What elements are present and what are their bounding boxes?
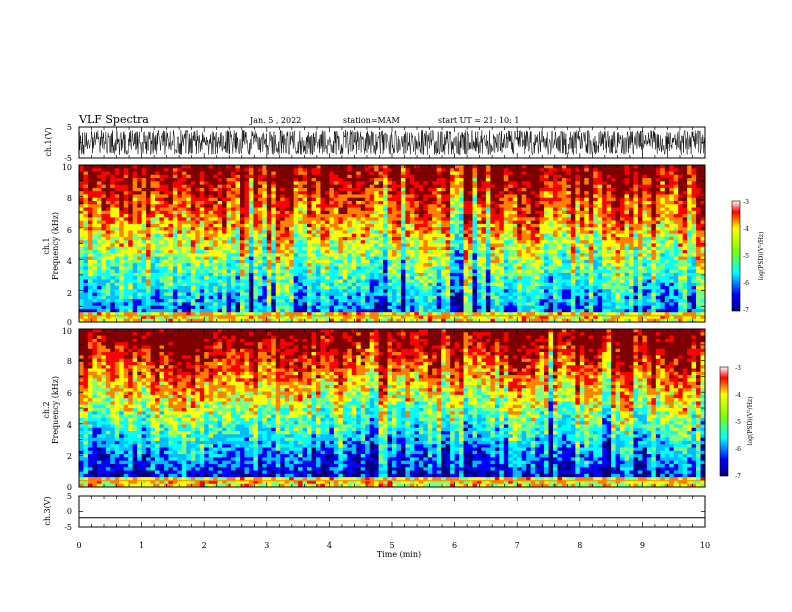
ch1-waveform-trace — [78, 129, 706, 156]
ch1-waveform-ylabel: ch.1(V) — [44, 127, 53, 156]
ch1-ytick-label: 10 — [62, 163, 72, 172]
ch1-waveform-ticks — [78, 126, 706, 159]
ch2-ytick-label: 2 — [67, 452, 72, 461]
colorbar-tick-label: -3 — [743, 199, 749, 206]
x-axis-tick-labels: 0 1 2 3 4 5 6 7 8 9 10 — [76, 541, 710, 550]
ch1-ytick-label: 6 — [67, 226, 72, 235]
x-axis-tick-label: 4 — [327, 541, 332, 550]
ch2-spectrogram-panel: 0 2 4 6 8 10 ch.2 Frequency (kHz) — [42, 327, 706, 492]
ch3-ytick-label: 5 — [67, 492, 72, 501]
x-axis-tick-label: 7 — [515, 541, 520, 550]
ch2-ytick-label: 6 — [67, 389, 72, 398]
x-axis-tick-label: 9 — [640, 541, 645, 550]
x-axis-label: Time (min) — [377, 550, 421, 559]
ch2-spectrogram-ticks — [78, 328, 706, 488]
ch2-colorbar: -3 -4 -5 -6 -7 log(PSD)(V²/Hz) — [719, 365, 754, 480]
colorbar-tick-label: -7 — [735, 473, 741, 480]
ch1-ytick-label: 4 — [67, 257, 72, 266]
ch1-waveform-line — [78, 129, 706, 156]
colorbar-tick-label: -4 — [743, 226, 749, 233]
x-axis-tick-label: 5 — [389, 541, 394, 550]
ch3-ytick-label: 0 — [67, 507, 72, 516]
colorbar-tick-label: -5 — [735, 419, 741, 426]
colorbar-tick-label: -7 — [743, 307, 749, 314]
x-axis-tick-label: 2 — [202, 541, 207, 550]
colorbar-tick-label: -5 — [743, 253, 749, 260]
ch2-ytick-label: 4 — [67, 421, 72, 430]
ch3-ytick-label: -5 — [64, 523, 72, 532]
ch2-spectrogram-ylabel-channel: ch.2 — [42, 401, 51, 418]
ch2-ytick-label: 0 — [67, 483, 72, 492]
ch2-ytick-label: 8 — [67, 357, 72, 366]
ch2-spectrogram-ylabel-frequency: Frequency (kHz) — [51, 376, 60, 444]
x-axis-tick-label: 8 — [577, 541, 582, 550]
start-time-label: start UT = 21: 10: 1 — [438, 116, 519, 125]
x-axis-tick-label: 0 — [76, 541, 81, 550]
colorbar-label: log(PSD)(V²/Hz) — [758, 232, 765, 281]
x-axis-tick-label: 1 — [139, 541, 144, 550]
station-label: station=MAM — [343, 116, 400, 125]
ch1-ytick-label: -5 — [64, 154, 72, 163]
colorbar-tick-label: -6 — [743, 280, 749, 287]
ch1-ytick-label: 5 — [67, 123, 72, 132]
x-axis-tick-label: 6 — [452, 541, 457, 550]
x-axis-tick-label: 3 — [264, 541, 269, 550]
colorbar-tick-label: -6 — [735, 446, 741, 453]
ch1-ytick-label: 0 — [67, 318, 72, 327]
ch1-spectrogram-image — [79, 165, 706, 323]
ch3-waveform-panel: 5 0 -5 ch.3(V) — [43, 492, 706, 532]
ch3-waveform-ylabel: ch.3(V) — [43, 496, 52, 525]
ch1-colorbar: -3 -4 -5 -6 -7 log(PSD)(V²/Hz) — [731, 199, 765, 314]
ch1-spectrogram-ylabel-frequency: Frequency (kHz) — [51, 212, 60, 280]
ch1-waveform-panel: 5 -5 ch.1(V) — [44, 123, 706, 163]
x-axis-tick-label: 10 — [700, 541, 710, 550]
ch1-spectrogram-panel: 0 2 4 6 8 10 ch.1 Frequency (kHz) — [42, 163, 706, 327]
ch1-ytick-label: 8 — [67, 194, 72, 203]
ch1-spectrogram-ylabel-channel: ch.1 — [42, 237, 51, 254]
ch1-ytick-label: 2 — [67, 289, 72, 298]
colorbar-tick-label: -4 — [735, 392, 741, 399]
colorbar-tick-label: -3 — [735, 365, 741, 372]
figure-title: VLF Spectra — [78, 113, 149, 126]
ch2-ytick-label: 10 — [62, 327, 72, 336]
ch1-spectrogram-ticks — [78, 164, 706, 323]
colorbar-label: log(PSD)(V²/Hz) — [747, 397, 754, 446]
ch2-spectrogram-image — [79, 329, 706, 488]
date-label: Jan. 5 , 2022 — [249, 116, 301, 125]
ch3-waveform-ticks — [78, 495, 706, 528]
